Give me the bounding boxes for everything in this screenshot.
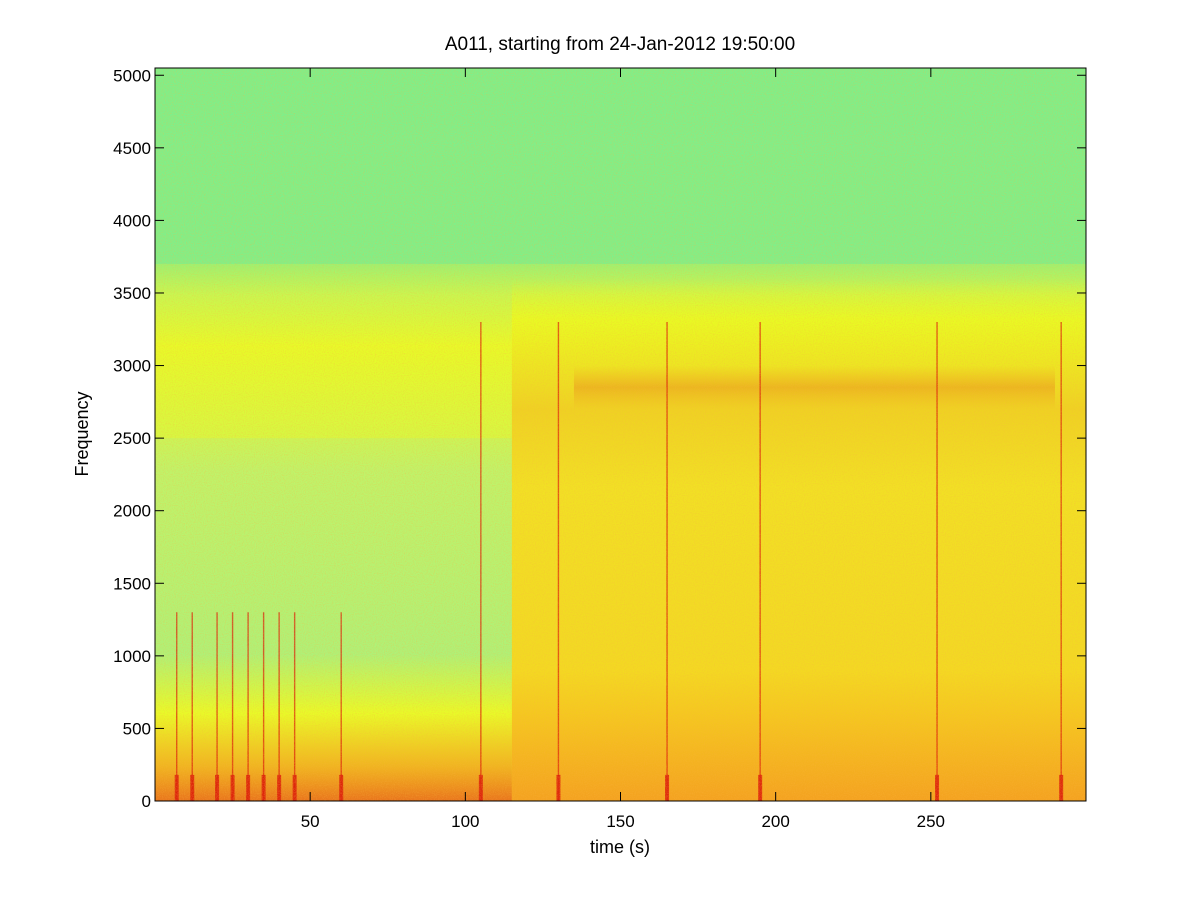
y-axis: 0 500 1000 1500 2000 2500 3000 3500 4000 4500 5000: [113, 66, 1086, 811]
y-tick-label: 0: [142, 792, 151, 811]
x-axis: 50 100 150 200 250: [301, 68, 945, 831]
y-axis-label: Frequency: [72, 391, 92, 476]
x-tick-label: 200: [761, 812, 789, 831]
y-tick-label: 5000: [113, 66, 151, 85]
plot-area: [155, 68, 1087, 801]
x-tick-label: 50: [301, 812, 320, 831]
x-axis-label: time (s): [590, 837, 650, 857]
x-tick-label: 150: [606, 812, 634, 831]
y-tick-label: 4500: [113, 139, 151, 158]
y-tick-label: 2000: [113, 502, 151, 521]
y-tick-label: 1000: [113, 647, 151, 666]
y-tick-label: 3500: [113, 284, 151, 303]
y-tick-label: 2500: [113, 429, 151, 448]
y-tick-label: 3000: [113, 357, 151, 376]
spectrogram-texture: [155, 68, 1086, 801]
y-tick-label: 1500: [113, 574, 151, 593]
y-tick-label: 4000: [113, 211, 151, 230]
x-tick-label: 100: [451, 812, 479, 831]
y-tick-label: 500: [123, 719, 151, 738]
x-tick-label: 250: [917, 812, 945, 831]
chart-title: A011, starting from 24-Jan-2012 19:50:00: [445, 34, 795, 55]
